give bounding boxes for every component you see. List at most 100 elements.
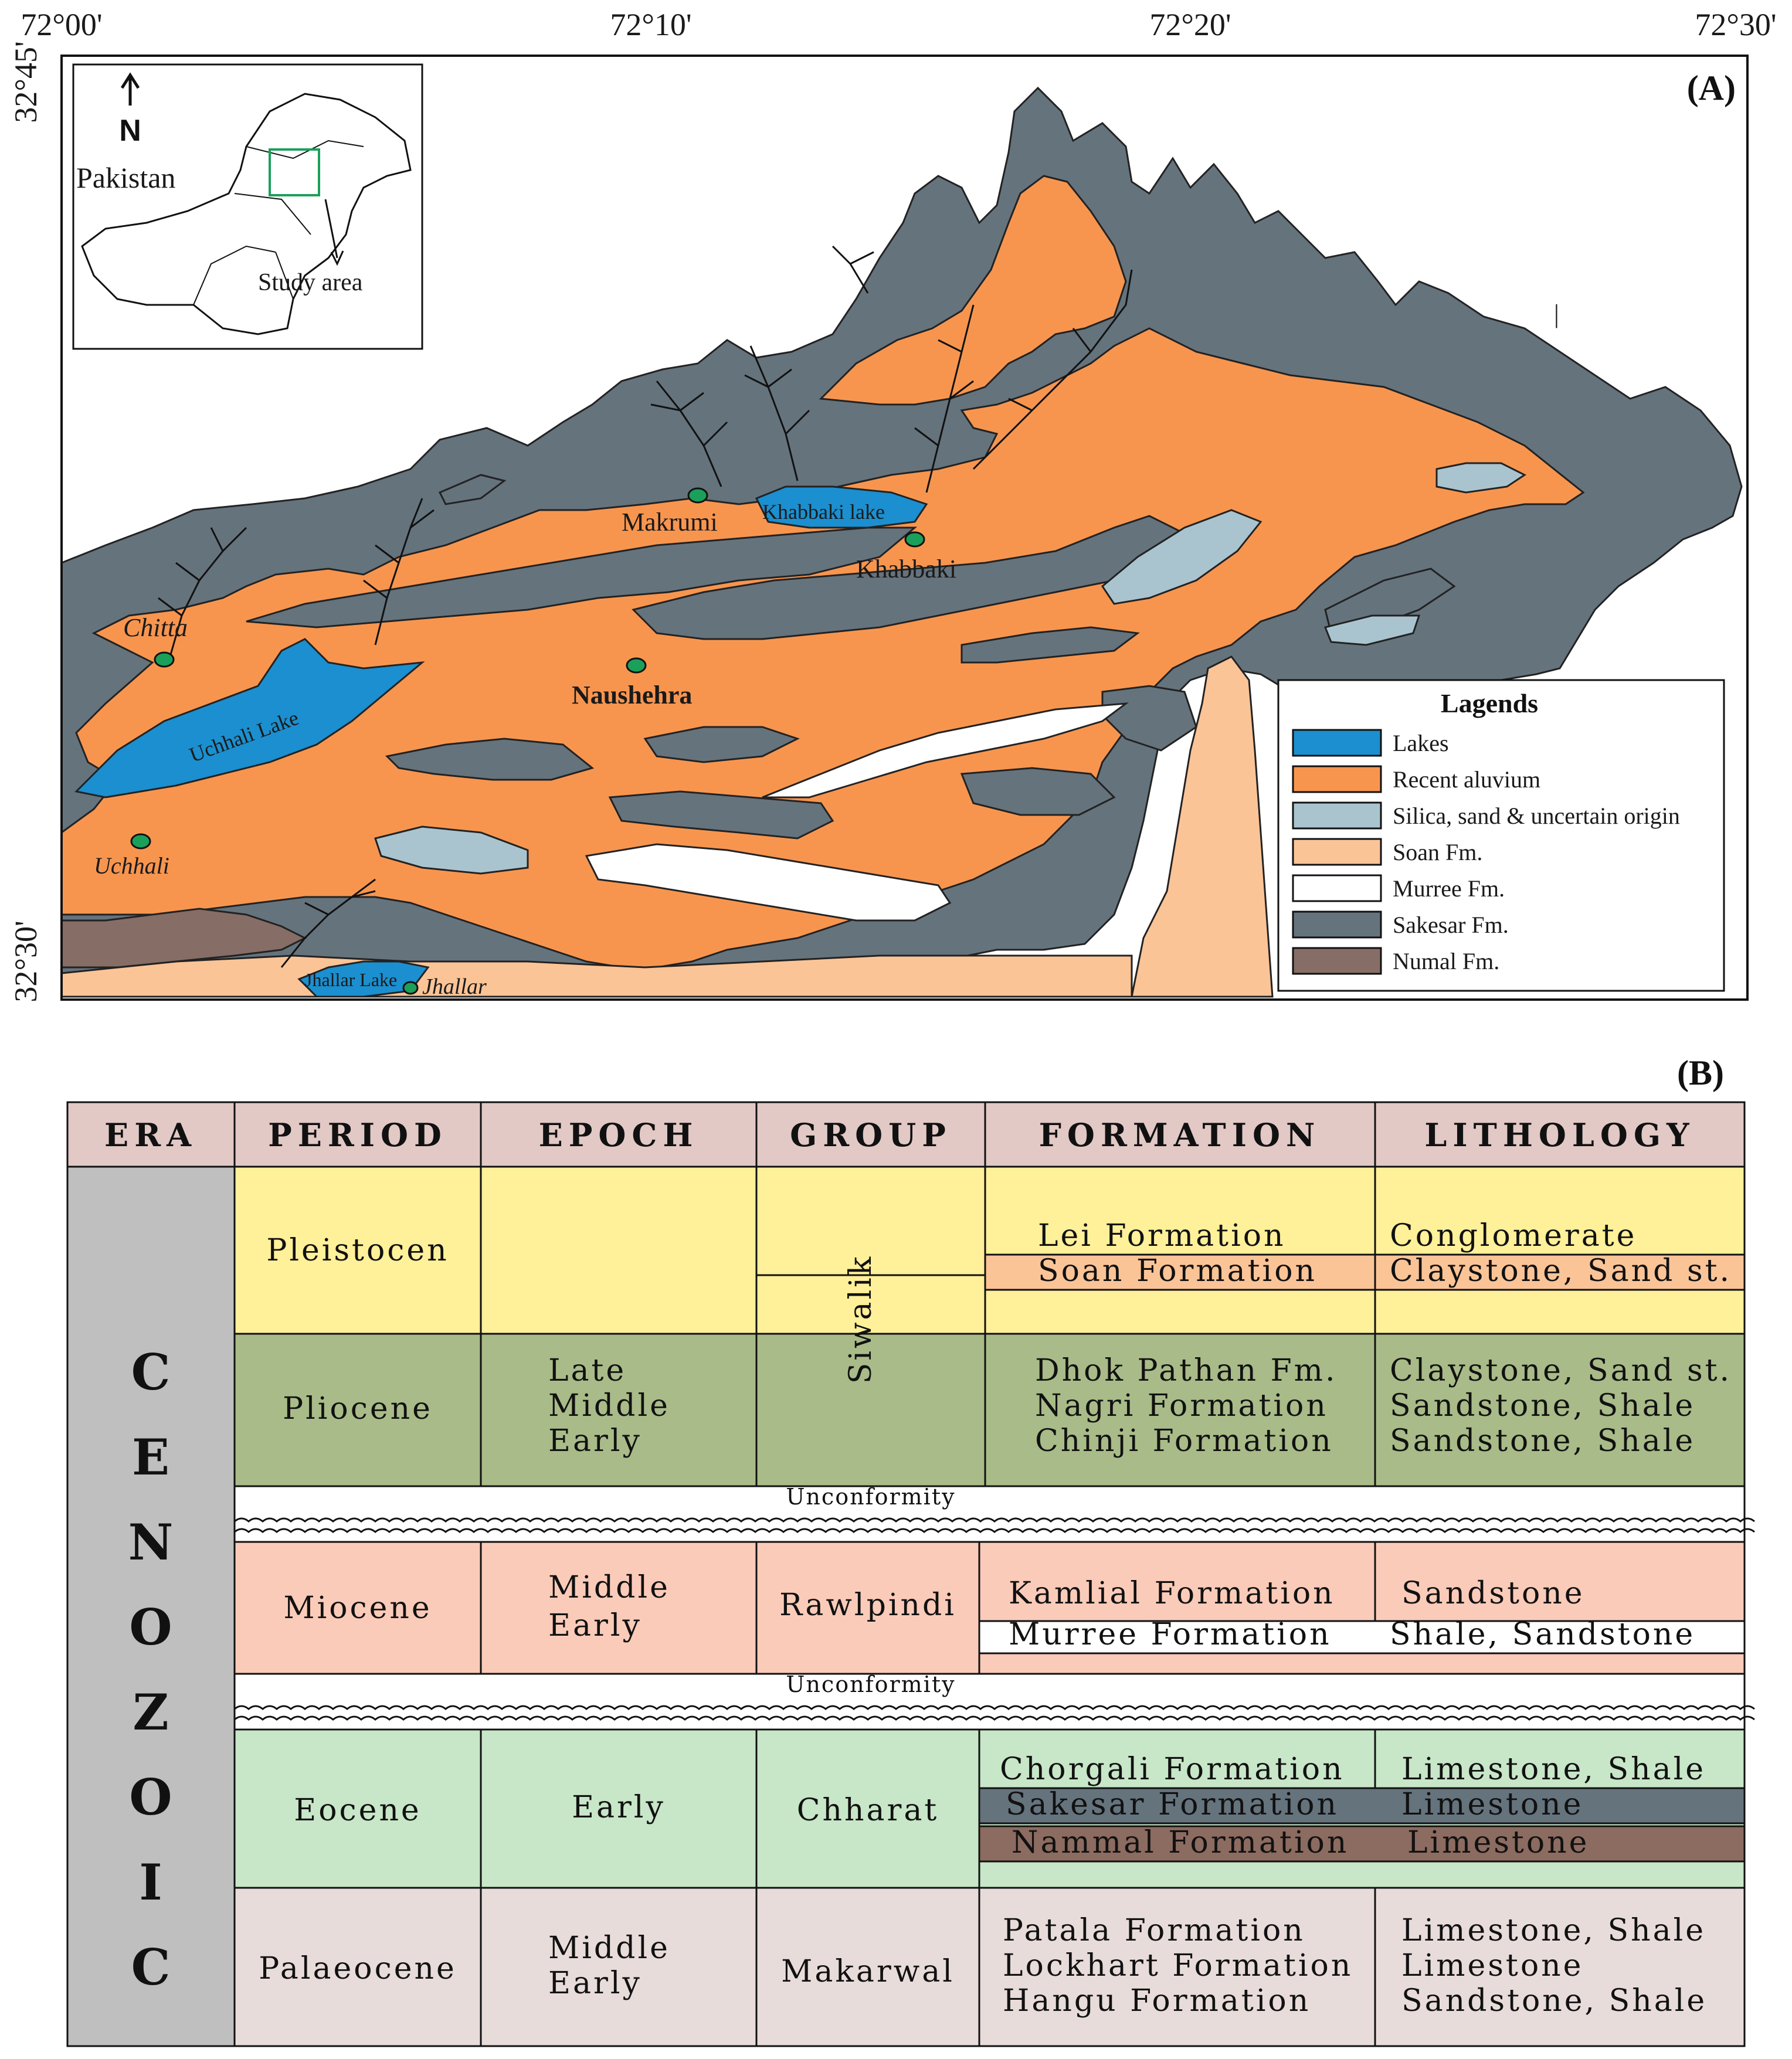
legend-label-1: Recent aluvium [1393,766,1540,793]
header-formation: FORMATION [1039,1116,1321,1154]
legend-swatch-4 [1292,874,1382,902]
era-letter-7: C [131,1938,171,1996]
header-era: ERA [104,1116,197,1154]
wave-2-line-0 [234,1705,1755,1710]
pleistocene-row: Pleistocen Lei Formation Soan Formation … [233,1166,1746,1335]
epoch-early-miocene: Early [548,1608,642,1643]
group-chharat: Chharat [797,1793,939,1828]
lithology-nammal: Limestone [1407,1825,1589,1860]
group-makarwal: Makarwal [781,1954,955,1989]
recent-alluvium-upper [819,175,1127,406]
naushehra-label: Naushehra [572,681,692,709]
formation-lockhart: Lockhart Formation [1003,1948,1353,1983]
legend-swatch-2 [1292,801,1382,830]
lithology-soan: Claystone, Sand st. [1390,1253,1732,1289]
period-palaeocene: Palaeocene [259,1951,457,1986]
era-letter-4: Z [133,1683,168,1741]
unconformity-1: Unconformity [233,1484,1755,1543]
legend-swatch-0 [1292,729,1382,757]
legend-swatch-1 [1292,765,1382,793]
era-letter-5: O [129,1768,172,1826]
longitude-label-72-20: 72°20' [1149,7,1231,42]
jhallar-label: Jhallar [422,974,487,999]
longitude-label-72-10: 72°10' [610,7,691,42]
group-siwalik: Siwalik [843,1255,878,1384]
epoch-middle-miocene: Middle [548,1570,670,1605]
lithology-nagri: Sandstone, Shale [1390,1388,1695,1423]
palaeocene-row: Palaeocene Middle Early Makarwal Patala … [233,1887,1746,2047]
era-letter-2: N [128,1513,174,1571]
drainage-network [158,245,1133,968]
legend-label-2: Silica, sand & uncertain origin [1393,803,1680,829]
jhallar-lake [297,960,430,998]
khabbaki-label: Khabbaki [856,555,956,583]
era-letter-3: O [129,1598,172,1656]
period-miocene: Miocene [283,1591,432,1626]
longitude-label-72-00: 72°00' [21,7,102,42]
jhallar-lake-label: Jhallar Lake [305,969,397,990]
unconformity-2: Unconformity [233,1671,1755,1731]
lithology-dhok-pathan: Claystone, Sand st. [1390,1353,1732,1388]
sakesar-band-7 [960,767,1116,816]
formation-kamlial: Kamlial Formation [1009,1576,1335,1611]
formation-soan: Soan Formation [1038,1253,1317,1289]
period-pliocene: Pliocene [283,1391,433,1426]
uchhali-lake [74,638,425,799]
legend-label-3: Soan Fm. [1393,839,1482,865]
jhallar-marker [402,981,419,995]
makrumi-marker [687,487,708,504]
study-area-label: Study area [258,269,363,296]
murree-formation-patch-1 [762,702,1129,799]
lithology-sakesar: Limestone [1401,1787,1583,1822]
formation-nagri: Nagri Formation [1035,1388,1328,1423]
lithology-patala: Limestone, Shale [1401,1913,1706,1948]
wave-1-line-0 [234,1517,1755,1523]
formation-nammal: Nammal Formation [1012,1825,1349,1860]
lithology-conglomerate: Conglomerate [1390,1218,1637,1253]
header-period: PERIOD [268,1116,447,1154]
formation-sakesar: Sakesar Formation [1006,1787,1339,1822]
panel-label-a: (A) [1687,69,1736,107]
epoch-middle-palaeocene: Middle [548,1931,670,1966]
unconformity-label-2: Unconformity [786,1671,955,1697]
formation-lei: Lei Formation [1038,1218,1286,1253]
geological-map: 72°00' 72°10' 72°20' 72°30' 32°45' 32°30… [8,7,1777,1003]
epoch-early-eocene: Early [572,1790,666,1825]
longitude-label-72-30: 72°30' [1695,7,1776,42]
formation-murree: Murree Formation [1009,1617,1332,1652]
legend-swatch-3 [1292,838,1382,866]
khabbaki-marker [904,531,925,548]
pakistan-outline [81,93,412,335]
khabbaki-lake-label: Khabbaki lake [762,500,885,524]
header-lithology: LITHOLOGY [1424,1116,1695,1154]
stratigraphic-column-table: (B) ERA PERIOD EPOCH GROUP FORMATION LIT… [66,1054,1755,2047]
murree-formation-patch-2 [585,843,952,922]
pliocene-row: Pliocene Late Middle Early Dhok Pathan F… [233,1333,1746,1487]
chitta-marker [154,651,175,668]
tick-mark: | [1554,300,1559,328]
wave-1-line-1 [234,1528,1755,1533]
formation-chinji: Chinji Formation [1035,1423,1333,1459]
formation-patala: Patala Formation [1003,1913,1305,1948]
silica-sand-patch-2 [1101,509,1262,605]
formation-chorgali: Chorgali Formation [1000,1752,1345,1787]
soan-formation-area-right [1131,655,1274,998]
header-epoch: EPOCH [539,1116,699,1154]
latitude-label-32-30: 32°30' [8,920,43,1002]
inset-location-map: N Pakistan Study area [72,63,423,350]
khabbaki-lake [755,485,928,529]
sakesar-band-1 [246,526,918,628]
group-rawlpindi: Rawlpindi [779,1588,956,1623]
header-group: GROUP [790,1116,952,1154]
naushehra-marker [626,657,647,674]
table-header-row: ERA PERIOD EPOCH GROUP FORMATION LITHOLO… [66,1101,1746,1168]
era-letter-6: I [139,1853,162,1911]
map-legend: Lagends Lakes Recent aluvium Silica, sand … [1277,679,1725,992]
uchhali-label: Uchhali [94,852,169,879]
period-pleistocene: Pleistocen [266,1233,449,1268]
era-letter-0: C [131,1343,171,1401]
period-eocene: Eocene [294,1793,421,1828]
country-label: Pakistan [76,161,175,194]
miocene-row: Miocene Middle Early Rawlpindi Kamlial F… [233,1541,1746,1675]
